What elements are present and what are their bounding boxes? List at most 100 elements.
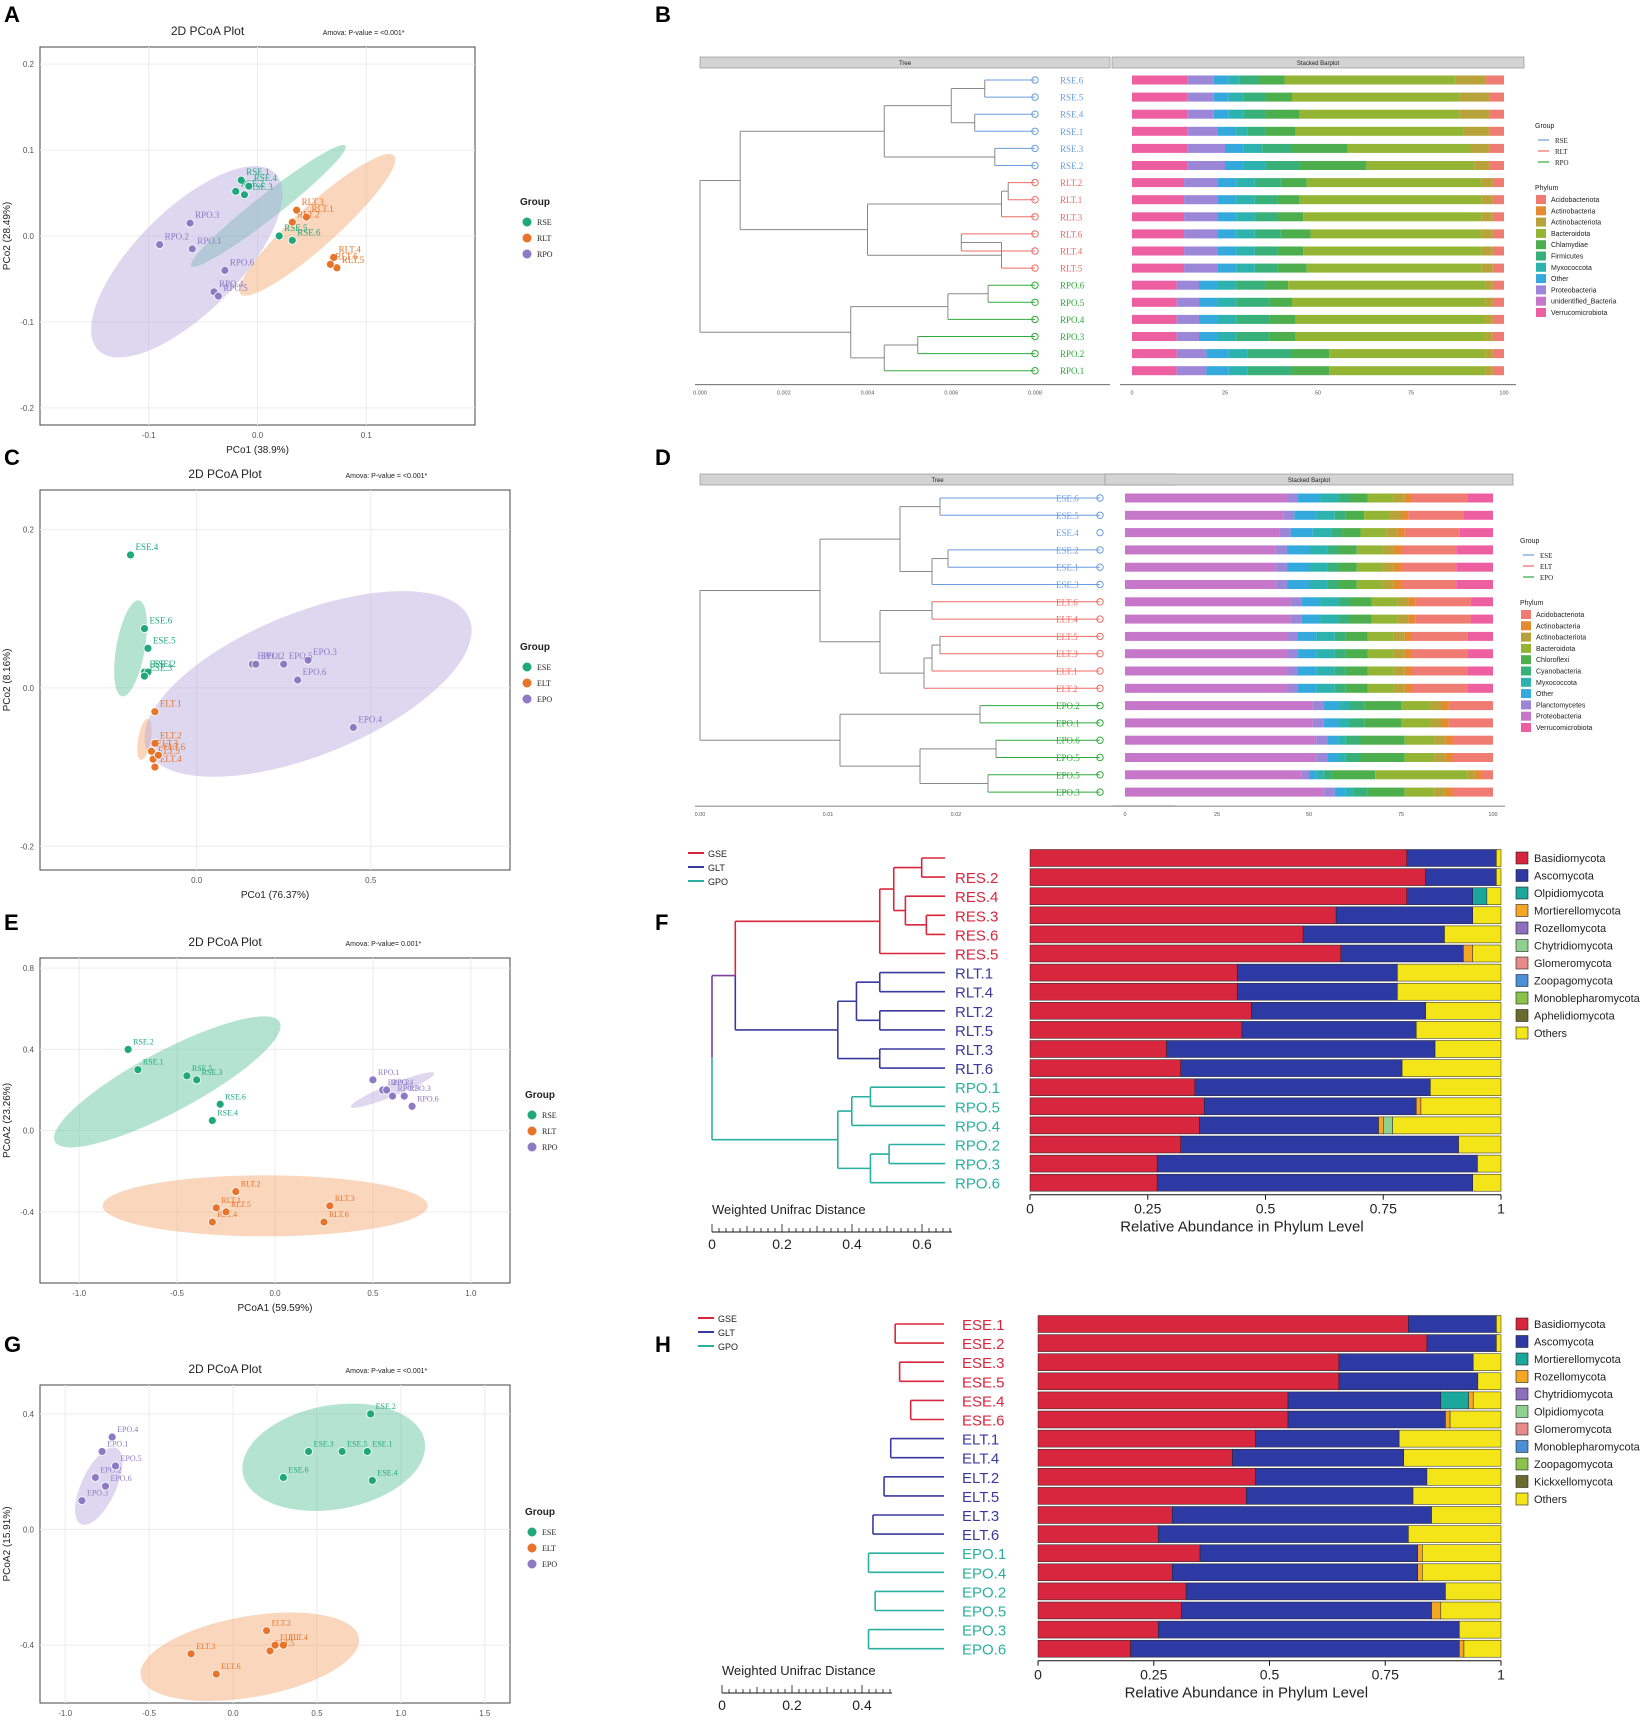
bar-segment: [1397, 982, 1502, 1001]
legend-label: GSE: [708, 849, 727, 859]
bar-segment: [1481, 770, 1493, 780]
bar-segment: [1290, 614, 1302, 624]
legend-label: Glomeromycota: [1534, 1424, 1613, 1436]
point-label: EPO.5: [121, 1454, 142, 1463]
legend-swatch: [1521, 677, 1531, 687]
bar-segment: [1132, 280, 1177, 290]
sample-label: ESE.3: [962, 1355, 1005, 1372]
legend-label: GPO: [718, 1342, 738, 1352]
legend-label: ESE: [542, 1528, 556, 1537]
scatter-point: [150, 738, 160, 748]
legend-swatch: [1536, 308, 1546, 317]
bar-segment: [1158, 1620, 1460, 1639]
legend-label: Firmicutes: [1551, 254, 1584, 261]
bar-segment: [1481, 178, 1493, 188]
bar-segment: [1316, 631, 1335, 641]
point-label: RLT.2: [241, 1180, 261, 1189]
bar-segment: [1125, 701, 1313, 711]
bar-segment: [1481, 246, 1493, 256]
bar-segment: [1404, 528, 1460, 538]
bar-segment: [1187, 161, 1225, 170]
bar-segment: [1132, 109, 1188, 119]
bar-segment: [1404, 735, 1435, 745]
bar-segment: [1029, 868, 1426, 886]
legend-swatch: [1515, 1405, 1529, 1418]
bar-segment: [1309, 562, 1328, 572]
tree-tip: [1031, 332, 1039, 341]
tree-tip: [1031, 298, 1039, 306]
legend-label: Myxococcota: [1536, 680, 1577, 687]
bar-segment: [1029, 982, 1238, 1001]
legend-swatch: [1515, 1370, 1529, 1383]
bar-segment: [1393, 666, 1405, 676]
plot-frame: [39, 1384, 511, 1704]
bar-segment: [1481, 212, 1493, 222]
bar-segment: [1458, 1135, 1502, 1154]
bar-segment: [1456, 545, 1493, 555]
point-label: RSE.4: [254, 173, 278, 183]
legend-label: Planctomycetes: [1536, 702, 1586, 709]
legend-label: RPO: [1555, 159, 1569, 167]
sample-label: EPO.5: [962, 1604, 1006, 1621]
scatter-point: [140, 671, 149, 681]
bar-segment: [1496, 849, 1502, 867]
legend-label: Rozellomycota: [1534, 1372, 1607, 1384]
y-axis-label: PCo2 (28.49%): [2, 202, 13, 270]
sample-label: RLT.1: [1060, 195, 1082, 205]
x-tick-label: 0.25: [1140, 1667, 1167, 1683]
x-tick-label: 0.1: [361, 431, 373, 440]
tree-tip: [1031, 315, 1039, 324]
panel-letter-c: C: [4, 445, 20, 470]
bar-segment: [1198, 297, 1218, 307]
legend-title: Group: [1535, 123, 1555, 130]
legend-label: Zoopagomycota: [1534, 1459, 1614, 1471]
bar-segment: [1486, 887, 1502, 905]
bar-segment: [1408, 614, 1416, 624]
bar-segment: [1037, 1429, 1256, 1448]
sample-label: RLT.6: [1060, 229, 1083, 239]
bar-segment: [1393, 545, 1401, 555]
sample-label: RLT.1: [955, 966, 993, 983]
scatter-point: [77, 1496, 87, 1506]
scatter-point: [101, 1481, 110, 1491]
legend-label: Chytridiomycota: [1534, 941, 1614, 953]
y-axis-label: PCoA2 (15.91%): [2, 1506, 13, 1581]
bar-segment: [1401, 701, 1431, 711]
bar-segment: [1037, 1334, 1428, 1352]
sample-label: RSE.3: [1060, 144, 1084, 154]
bar-segment: [1459, 528, 1493, 538]
tree-tip: [1096, 615, 1104, 623]
bar-segment: [1327, 753, 1339, 762]
bar-segment: [1187, 143, 1225, 153]
tree-tip: [1096, 788, 1104, 796]
bar-segment: [1206, 349, 1229, 359]
point-label: EPO.4: [117, 1425, 138, 1434]
tree-tip: [1096, 528, 1104, 537]
legend-label: Chloroflexi: [1536, 657, 1570, 664]
bar-segment: [1492, 280, 1504, 290]
point-label: RSE.3: [202, 1068, 223, 1077]
legend-label: GLT: [708, 863, 725, 873]
point-label: EPO.3: [87, 1489, 108, 1498]
bar-segment: [1397, 614, 1409, 624]
bar-segment: [1254, 195, 1278, 205]
x-tick-label: -0.5: [142, 1709, 156, 1718]
bar-segment: [1255, 1429, 1400, 1448]
point-label: ELT.4: [160, 754, 182, 764]
sample-label: RPO.5: [1060, 298, 1085, 308]
bar-segment: [1404, 683, 1413, 693]
tree-tip: [1031, 110, 1039, 118]
bar-segment: [1283, 510, 1295, 520]
scatter-point: [325, 1201, 335, 1211]
bar-tick-label: 75: [1398, 812, 1404, 818]
legend-swatch: [1515, 1317, 1529, 1331]
legend-label: GLT: [718, 1328, 735, 1338]
bar-segment: [1286, 631, 1298, 641]
bar-segment: [1338, 562, 1357, 572]
bar-segment: [1029, 1135, 1181, 1154]
tree-tip: [1096, 546, 1104, 554]
legend-label: ESE: [1540, 552, 1552, 560]
sample-label: ESE.3: [1056, 580, 1079, 590]
bar-segment: [1029, 849, 1408, 867]
legend-label: Other: [1551, 276, 1569, 283]
